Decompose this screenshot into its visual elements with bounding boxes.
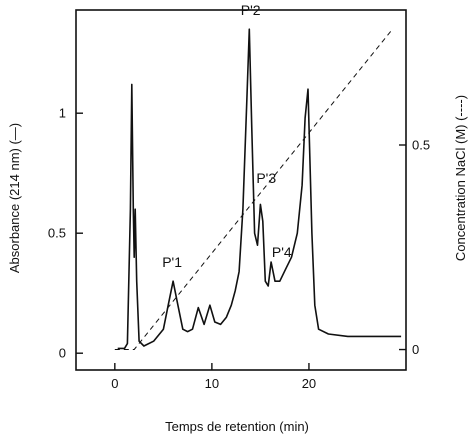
peak-label: P'4 [272, 244, 292, 260]
left-y-tick-label: 0 [59, 346, 66, 361]
x-tick-label: 10 [205, 376, 219, 391]
right-y-axis-ticks: 00.5 [399, 138, 430, 357]
series-group [114, 28, 402, 350]
x-axis-title: Temps de retention (min) [165, 419, 309, 434]
nacl-gradient-line [114, 30, 392, 350]
peak-label: P'3 [256, 170, 276, 186]
peak-label: P'2 [241, 2, 261, 18]
right-y-tick-label: 0 [412, 342, 419, 357]
right-y-axis-title: Concentration NaCl (M) (----) [453, 95, 468, 261]
left-y-tick-label: 0.5 [48, 226, 66, 241]
absorbance-trace [117, 28, 402, 350]
left-y-axis-title: Absorbance (214 nm) (—) [7, 123, 22, 273]
x-tick-label: 20 [302, 376, 316, 391]
x-tick-label: 0 [111, 376, 118, 391]
plot-border [75, 9, 407, 371]
peak-label: P'1 [162, 254, 182, 270]
peak-annotations: P'1 P'2 P'3 P'4 [162, 2, 292, 270]
plot-frame [75, 9, 407, 371]
left-y-axis-ticks: 00.51 [48, 106, 83, 361]
right-y-tick-label: 0.5 [412, 138, 430, 153]
left-y-tick-label: 1 [59, 106, 66, 121]
x-axis-ticks: 0 10 20 [111, 363, 316, 391]
